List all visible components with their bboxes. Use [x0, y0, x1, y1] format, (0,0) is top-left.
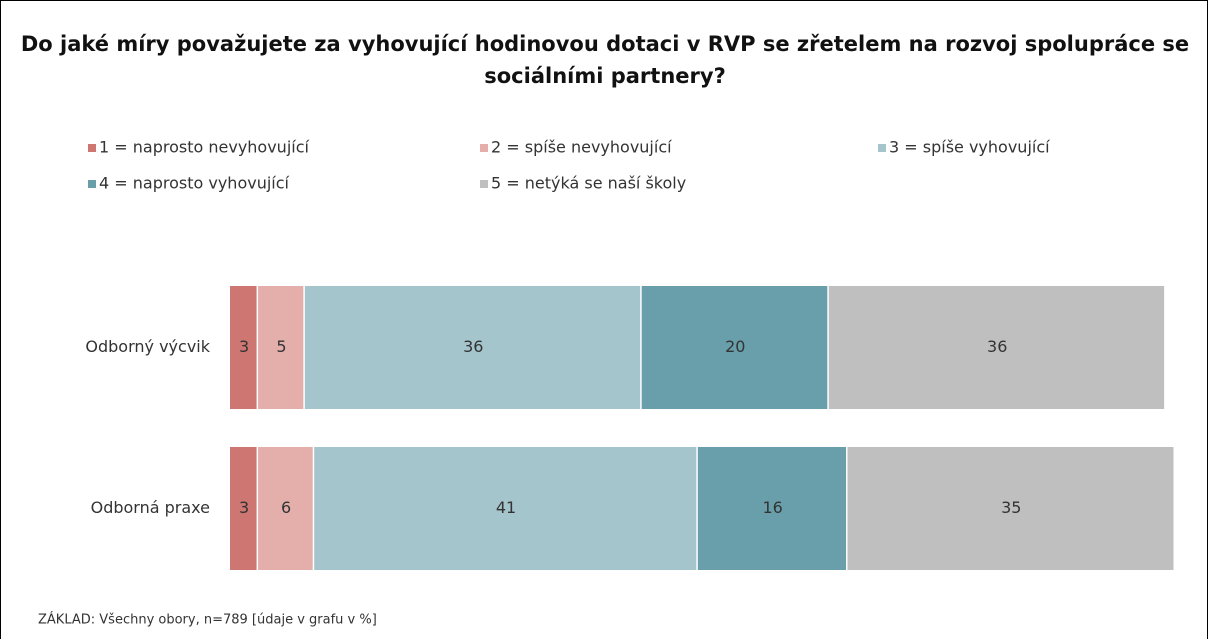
legend-label: 4 = naprosto vyhovující	[99, 174, 290, 193]
category-label: Odborná praxe	[91, 498, 210, 517]
bar-segment	[304, 286, 641, 409]
value-label: 36	[987, 337, 1007, 356]
bar-segment	[230, 447, 257, 570]
value-label: 41	[496, 498, 516, 517]
legend-label: 5 = netýká se naší školy	[491, 174, 686, 193]
value-label: 3	[239, 498, 249, 517]
value-label: 3	[239, 337, 249, 356]
value-label: 35	[1001, 498, 1021, 517]
value-label: 5	[276, 337, 286, 356]
bar-segment	[314, 447, 697, 570]
value-label: 6	[281, 498, 291, 517]
value-label: 16	[762, 498, 782, 517]
bar-segment	[258, 447, 313, 570]
bar-segment	[697, 447, 847, 570]
legend-swatch	[88, 180, 96, 188]
legend-label: 2 = spíše nevyhovující	[491, 138, 672, 157]
bar-segment	[258, 286, 304, 409]
category-label: Odborný výcvik	[85, 337, 210, 356]
bar-segment	[828, 286, 1165, 409]
legend-swatch	[88, 144, 96, 152]
bar-segment	[230, 286, 257, 409]
legend-swatch	[878, 144, 886, 152]
bar-segment	[641, 286, 828, 409]
value-label: 20	[725, 337, 745, 356]
value-label: 36	[463, 337, 483, 356]
legend-label: 1 = naprosto nevyhovující	[99, 138, 310, 157]
legend-label: 3 = spíše vyhovující	[889, 138, 1050, 157]
footnote: ZÁKLAD: Všechny obory, n=789 [údaje v gr…	[38, 612, 377, 628]
chart-title: Do jaké míry považujete za vyhovující ho…	[20, 32, 1190, 88]
legend-swatch	[480, 180, 488, 188]
legend-swatch	[480, 144, 488, 152]
bar-segment	[847, 447, 1174, 570]
